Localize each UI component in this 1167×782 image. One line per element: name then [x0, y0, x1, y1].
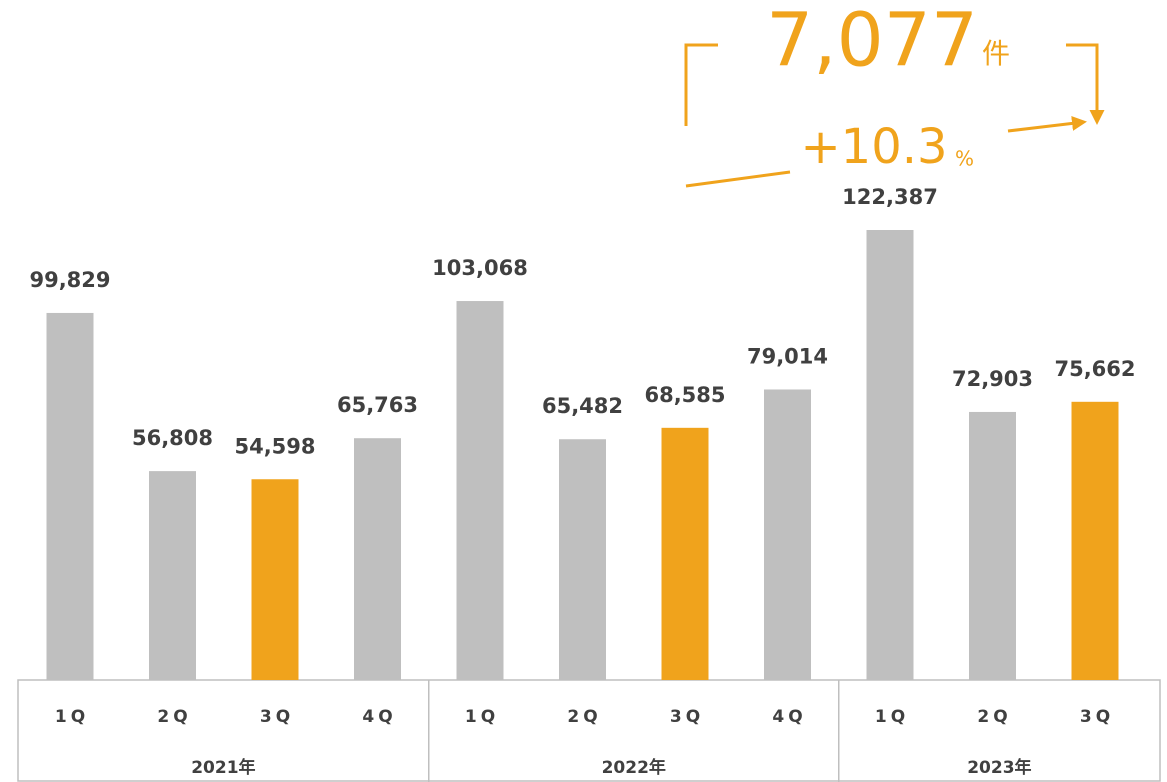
bar: [866, 230, 914, 680]
value-label: 56,808: [132, 426, 213, 450]
x-tick-label: 2Q: [157, 707, 191, 727]
bar: [251, 479, 299, 680]
growth-unit: %: [955, 147, 974, 171]
x-tick-label: 1Q: [875, 707, 909, 727]
x-tick-label: 4Q: [362, 707, 396, 727]
x-tick-label: 3Q: [260, 707, 294, 727]
x-tick-label: 1Q: [465, 707, 499, 727]
bar: [661, 427, 709, 680]
value-label: 75,662: [1054, 357, 1135, 381]
value-label: 65,482: [542, 394, 623, 418]
arrow: [1007, 115, 1087, 133]
value-label: 54,598: [234, 434, 315, 458]
bar: [764, 389, 811, 680]
value-label: 103,068: [432, 256, 528, 280]
bar: [559, 439, 606, 680]
bar: [354, 438, 401, 680]
group-label: 2023年: [967, 757, 1031, 778]
bar: [149, 471, 196, 680]
value-label: 99,829: [29, 268, 110, 292]
value-label: 122,387: [842, 185, 938, 209]
value-label: 68,585: [644, 383, 725, 407]
bracket-left: [684, 43, 718, 126]
difference: 7,077: [766, 0, 978, 84]
difference-unit: 件: [982, 37, 1010, 70]
value-label: 72,903: [952, 367, 1033, 391]
x-tick-label: 3Q: [670, 707, 704, 727]
x-tick-label: 3Q: [1080, 707, 1114, 727]
growth: +10.3: [800, 119, 947, 175]
value-label: 65,763: [337, 393, 418, 417]
bracket-right: [1066, 43, 1105, 125]
value-label: 79,014: [747, 344, 828, 368]
bar: [46, 312, 94, 680]
x-tick-label: 4Q: [772, 707, 806, 727]
bar: [1071, 401, 1119, 680]
group-label: 2022年: [602, 757, 666, 778]
group-label: 2021年: [191, 757, 255, 778]
x-tick-label: 2Q: [567, 707, 601, 727]
bar: [456, 301, 504, 680]
bar: [969, 411, 1016, 680]
arrow-line: [685, 170, 791, 188]
x-tick-label: 2Q: [977, 707, 1011, 727]
x-tick-label: 1Q: [55, 707, 89, 727]
